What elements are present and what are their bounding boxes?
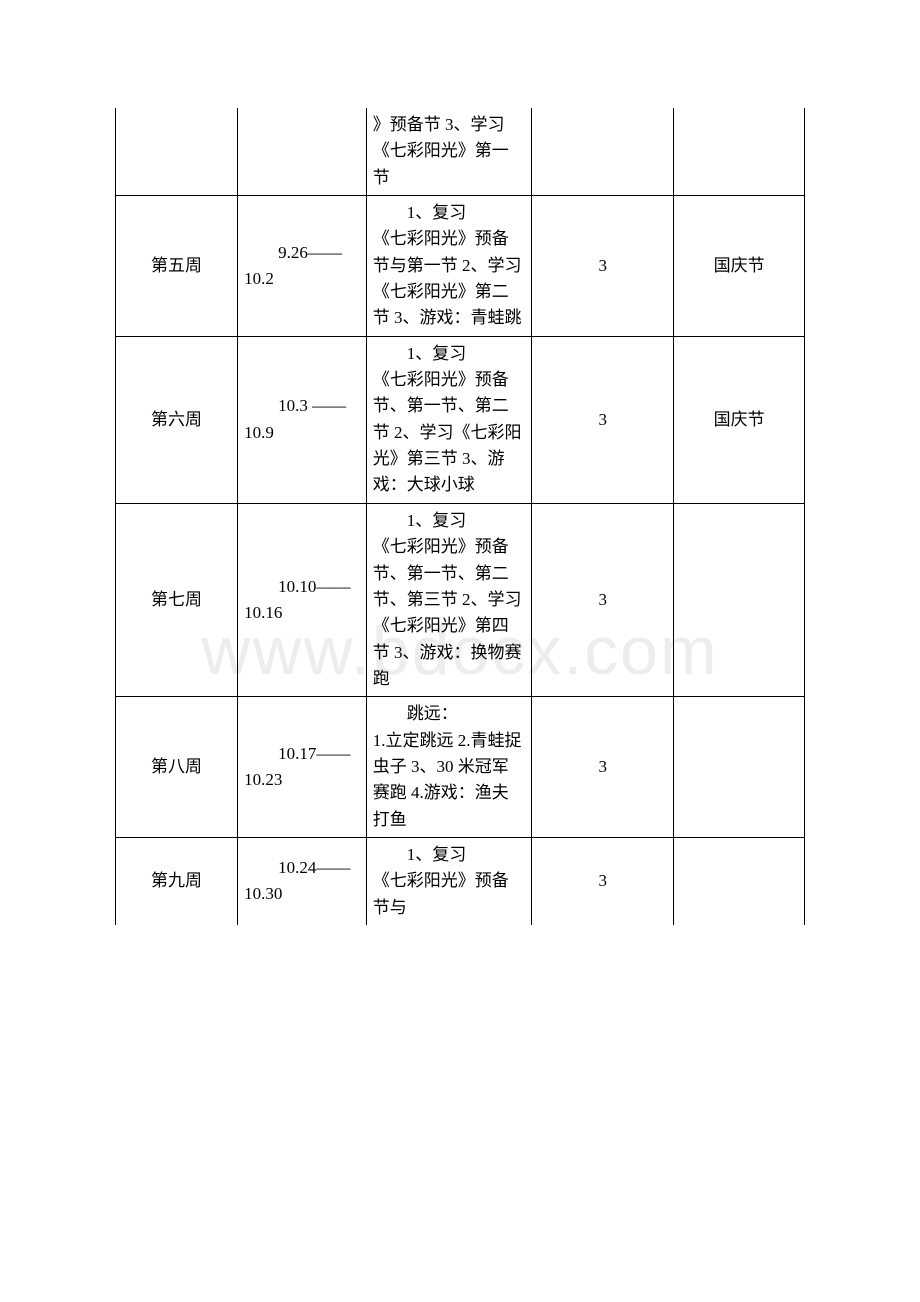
schedule-table: 》预备节 3、学习《七彩阳光》第一节 第五周 9.26——10.2 1、复习《七… — [115, 108, 805, 925]
cell-content: 1、复习《七彩阳光》预备节与第一节 2、学习《七彩阳光》第二节 3、游戏：青蛙跳 — [366, 196, 532, 337]
cell-date — [238, 108, 367, 196]
cell-note: 国庆节 — [674, 196, 805, 337]
cell-week — [116, 108, 238, 196]
cell-date: 10.3 ——10.9 — [238, 336, 367, 503]
cell-date: 10.10——10.16 — [238, 503, 367, 696]
table-row: 第五周 9.26——10.2 1、复习《七彩阳光》预备节与第一节 2、学习《七彩… — [116, 196, 805, 337]
cell-hours: 3 — [532, 697, 674, 838]
cell-hours: 3 — [532, 196, 674, 337]
cell-content: 1、复习《七彩阳光》预备节与 — [366, 837, 532, 925]
cell-hours — [532, 108, 674, 196]
cell-week: 第五周 — [116, 196, 238, 337]
table-row: 第七周 10.10——10.16 1、复习《七彩阳光》预备节、第一节、第二节、第… — [116, 503, 805, 696]
cell-week: 第六周 — [116, 336, 238, 503]
cell-note — [674, 837, 805, 925]
cell-content: 1、复习《七彩阳光》预备节、第一节、第二节、第三节 2、学习《七彩阳光》第四节 … — [366, 503, 532, 696]
cell-hours: 3 — [532, 503, 674, 696]
cell-hours: 3 — [532, 336, 674, 503]
cell-week: 第九周 — [116, 837, 238, 925]
cell-week: 第八周 — [116, 697, 238, 838]
cell-note — [674, 697, 805, 838]
cell-hours: 3 — [532, 837, 674, 925]
cell-date: 10.17——10.23 — [238, 697, 367, 838]
table-row: 》预备节 3、学习《七彩阳光》第一节 — [116, 108, 805, 196]
cell-date: 10.24——10.30 — [238, 837, 367, 925]
cell-content: 1、复习《七彩阳光》预备节、第一节、第二节 2、学习《七彩阳光》第三节 3、游戏… — [366, 336, 532, 503]
table-row: 第六周 10.3 ——10.9 1、复习《七彩阳光》预备节、第一节、第二节 2、… — [116, 336, 805, 503]
cell-content: 跳远：1.立定跳远 2.青蛙捉虫子 3、30 米冠军赛跑 4.游戏：渔夫打鱼 — [366, 697, 532, 838]
cell-note — [674, 108, 805, 196]
cell-content: 》预备节 3、学习《七彩阳光》第一节 — [366, 108, 532, 196]
cell-note — [674, 503, 805, 696]
table-row: 第九周 10.24——10.30 1、复习《七彩阳光》预备节与 3 — [116, 837, 805, 925]
cell-date: 9.26——10.2 — [238, 196, 367, 337]
cell-week: 第七周 — [116, 503, 238, 696]
cell-note: 国庆节 — [674, 336, 805, 503]
table-row: 第八周 10.17——10.23 跳远：1.立定跳远 2.青蛙捉虫子 3、30 … — [116, 697, 805, 838]
